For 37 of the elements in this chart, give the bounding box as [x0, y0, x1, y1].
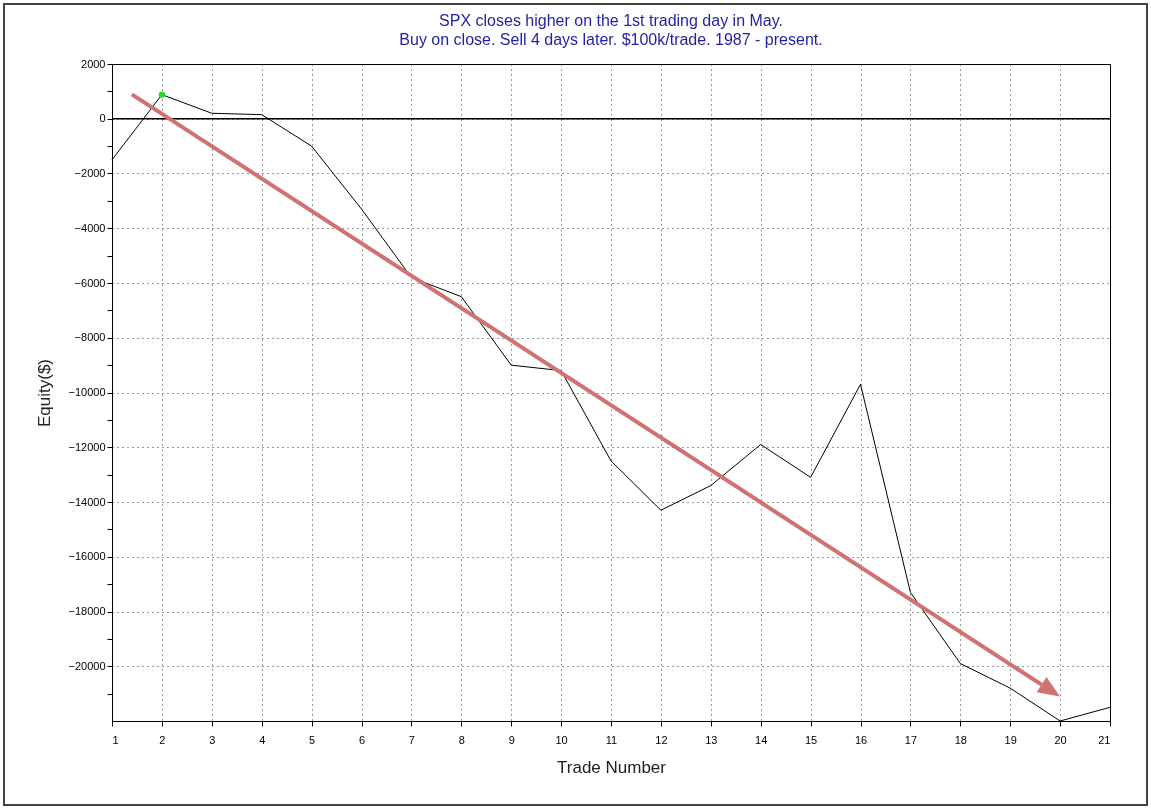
y-tick-label: −20000	[68, 659, 106, 672]
x-tick-label: 8	[458, 733, 465, 746]
chart-title: SPX closes higher on the 1st trading day in May.	[439, 12, 783, 29]
x-tick-label: 13	[705, 733, 718, 746]
x-tick-label: 17	[904, 733, 918, 746]
x-tick-label: 3	[209, 733, 216, 746]
x-tick-label: 2	[159, 733, 166, 746]
x-tick-label: 10	[555, 733, 568, 746]
x-tick-label: 9	[508, 733, 515, 746]
x-tick-label: 21	[1098, 733, 1111, 746]
x-tick-label: 4	[259, 733, 266, 746]
y-tick-label: −12000	[68, 440, 106, 453]
x-tick-label: 19	[1004, 733, 1017, 746]
y-tick-label: 2000	[81, 57, 106, 70]
x-tick-label: 5	[309, 733, 316, 746]
x-tick-label: 7	[408, 733, 415, 746]
y-tick-label: −2000	[74, 167, 106, 179]
y-tick-label: −8000	[74, 331, 106, 344]
x-tick-label: 20	[1054, 733, 1067, 746]
chart-subtitle: Buy on close. Sell 4 days later. $100k/trade. 1987 - present.	[399, 31, 823, 48]
y-tick-label: −14000	[68, 495, 106, 508]
y-tick-label: −4000	[74, 221, 106, 234]
x-tick-label: 11	[605, 733, 618, 746]
y-tick-label: −16000	[68, 550, 106, 563]
x-axis-title: Trade Number	[557, 757, 667, 777]
y-tick-label: 0	[99, 112, 106, 125]
y-tick-label: −6000	[74, 276, 106, 289]
x-tick-label: 1	[112, 733, 119, 746]
x-tick-label: 14	[755, 733, 768, 746]
y-tick-label: −18000	[68, 605, 106, 617]
y-axis-title: Equity($)	[35, 358, 55, 428]
y-tick-label: −10000	[68, 386, 106, 398]
x-tick-label: 6	[358, 733, 366, 746]
x-tick-label: 12	[655, 733, 668, 746]
x-tick-label: 18	[954, 733, 967, 746]
x-tick-label: 16	[854, 733, 868, 746]
x-tick-label: 15	[804, 733, 818, 746]
